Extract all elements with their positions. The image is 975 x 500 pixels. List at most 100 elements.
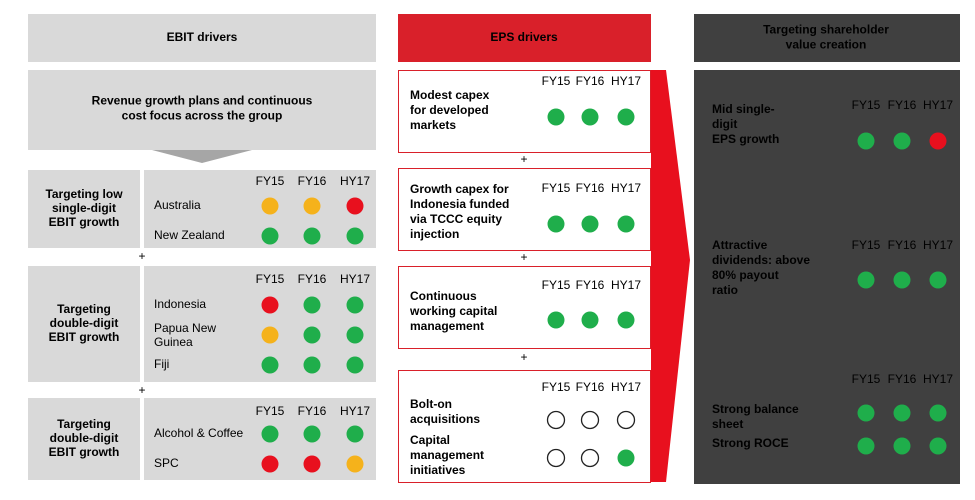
column-header: HY17 bbox=[611, 74, 641, 88]
plus: + bbox=[138, 383, 145, 397]
group-label-box bbox=[28, 398, 140, 480]
column-header: HY17 bbox=[611, 278, 641, 292]
column-header: FY15 bbox=[542, 380, 571, 394]
status-dot bbox=[547, 108, 565, 126]
row-label: Attractive bbox=[712, 238, 768, 252]
status-dot bbox=[261, 197, 279, 215]
column-header: FY16 bbox=[298, 272, 327, 286]
status-dot bbox=[617, 215, 635, 233]
status-dot bbox=[893, 404, 911, 422]
row-label: digit bbox=[712, 117, 737, 131]
row-label: via TCCC equity bbox=[410, 212, 502, 226]
group-box bbox=[144, 398, 376, 480]
group-label: double-digit bbox=[50, 316, 119, 330]
summary: cost focus across the group bbox=[122, 109, 283, 123]
status-dot bbox=[346, 197, 364, 215]
column-header: FY15 bbox=[256, 404, 285, 418]
plus: + bbox=[520, 350, 527, 364]
column-header: FY16 bbox=[888, 238, 917, 252]
row-label: management bbox=[410, 319, 484, 333]
row-label: Guinea bbox=[154, 335, 193, 349]
eps-box bbox=[398, 266, 651, 349]
group-label: Targeting bbox=[57, 417, 111, 431]
row-label: Growth capex for bbox=[410, 182, 509, 196]
eps-box bbox=[398, 70, 651, 153]
eps-title-box bbox=[398, 14, 651, 62]
row-label: Bolt-on bbox=[410, 397, 452, 411]
column-header: FY16 bbox=[888, 98, 917, 112]
column-header: FY15 bbox=[542, 278, 571, 292]
group-label: EBIT growth bbox=[49, 215, 120, 229]
column-header: FY15 bbox=[852, 98, 881, 112]
status-dot bbox=[893, 271, 911, 289]
column-header: FY16 bbox=[298, 174, 327, 188]
column-header: HY17 bbox=[923, 372, 953, 386]
row-label: acquisitions bbox=[410, 412, 480, 426]
row-label: working capital bbox=[409, 304, 497, 318]
status-dot bbox=[303, 227, 321, 245]
row-label: Mid single- bbox=[712, 102, 775, 116]
ebit-title-box bbox=[28, 14, 376, 62]
row-label: sheet bbox=[712, 417, 743, 431]
row-label: Capital bbox=[410, 433, 450, 447]
column-header: HY17 bbox=[340, 404, 370, 418]
eps-box bbox=[398, 370, 651, 483]
status-dot bbox=[546, 448, 566, 468]
column-title: EBIT drivers bbox=[167, 30, 238, 44]
status-dot bbox=[346, 296, 364, 314]
status-dot bbox=[303, 197, 321, 215]
status-dot bbox=[581, 311, 599, 329]
column-header: HY17 bbox=[611, 181, 641, 195]
status-dot bbox=[346, 326, 364, 344]
down-arrow bbox=[152, 150, 252, 163]
column-header: FY16 bbox=[576, 278, 605, 292]
column-header: FY15 bbox=[256, 174, 285, 188]
group-label: EBIT growth bbox=[49, 445, 120, 459]
status-dot bbox=[617, 449, 635, 467]
row-label: Continuous bbox=[410, 289, 477, 303]
status-dot bbox=[303, 326, 321, 344]
row-label: Alcohol & Coffee bbox=[154, 426, 243, 440]
status-dot bbox=[261, 296, 279, 314]
group-label-box bbox=[28, 266, 140, 382]
row-label: Strong ROCE bbox=[712, 436, 789, 450]
group-label: Targeting low bbox=[45, 187, 123, 201]
status-dot bbox=[893, 132, 911, 150]
row-label: EPS growth bbox=[712, 132, 779, 146]
row-label: Modest capex bbox=[410, 88, 490, 102]
arrow bbox=[651, 70, 690, 482]
column-header: HY17 bbox=[340, 272, 370, 286]
status-dot bbox=[929, 404, 947, 422]
column-header: FY15 bbox=[852, 238, 881, 252]
row-label: for developed bbox=[410, 103, 489, 117]
group-box bbox=[144, 170, 376, 248]
shareholder-title-box bbox=[694, 14, 960, 62]
status-dot bbox=[547, 215, 565, 233]
row-label: dividends: above bbox=[712, 253, 810, 267]
row-label: injection bbox=[410, 227, 459, 241]
status-dot bbox=[617, 108, 635, 126]
status-dot bbox=[893, 437, 911, 455]
status-dot bbox=[581, 108, 599, 126]
row-label: Indonesia bbox=[154, 297, 206, 311]
status-dot bbox=[547, 311, 565, 329]
status-dot bbox=[303, 296, 321, 314]
row-label: management bbox=[410, 448, 484, 462]
column-header: FY15 bbox=[256, 272, 285, 286]
group-label-box bbox=[28, 170, 140, 248]
status-dot bbox=[581, 215, 599, 233]
row-label: Strong balance bbox=[712, 402, 799, 416]
status-dot bbox=[261, 227, 279, 245]
plus: + bbox=[138, 249, 145, 263]
status-dot bbox=[580, 448, 600, 468]
row-label: SPC bbox=[154, 456, 179, 470]
status-dot bbox=[303, 425, 321, 443]
group-label: EBIT growth bbox=[49, 330, 120, 344]
status-dot bbox=[346, 227, 364, 245]
status-dot bbox=[546, 410, 566, 430]
shareholder-box bbox=[694, 70, 960, 484]
status-dot bbox=[346, 356, 364, 374]
status-dot bbox=[261, 356, 279, 374]
status-dot bbox=[616, 410, 636, 430]
